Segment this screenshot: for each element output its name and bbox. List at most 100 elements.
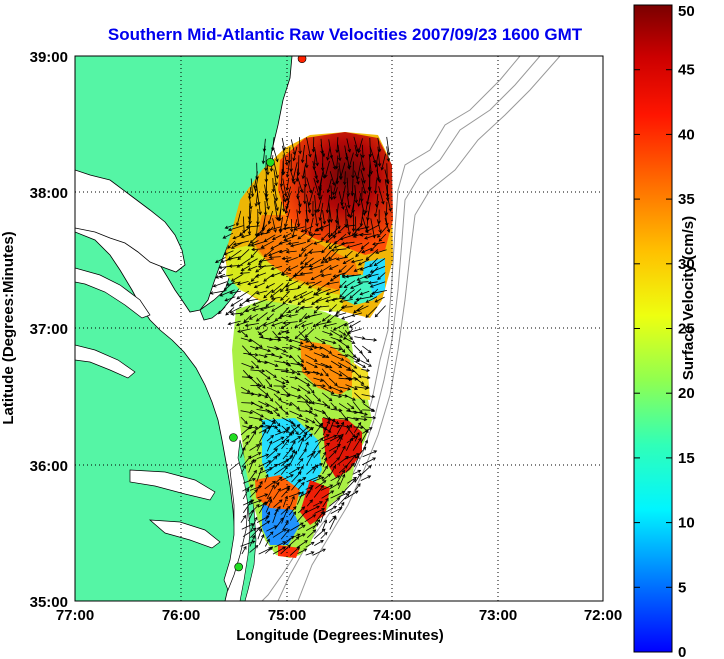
x-tick-label: 75:00 [268,607,306,624]
velocity-vector-head [349,295,354,299]
velocity-vector [265,379,273,388]
velocity-vector [272,546,286,555]
velocity-vector-head [378,229,382,234]
velocity-vector-head [359,223,364,227]
velocity-vector [358,259,370,266]
velocity-vector-head [272,480,276,485]
velocity-vector-head [351,340,356,344]
velocity-vector [233,234,244,239]
velocity-vector [358,193,362,207]
velocity-vector-head [343,284,348,288]
velocity-vector-head [292,440,296,445]
velocity-vector-head [353,268,358,272]
velocity-vector-head [317,475,322,479]
velocity-vector [321,520,327,531]
velocity-vector [249,444,260,451]
velocity-vector [230,298,244,307]
velocity-vector [274,465,288,475]
velocity-vector-head [318,217,323,221]
velocity-vector-head [316,505,320,509]
velocity-vector [258,336,273,341]
velocity-vector [330,402,337,410]
velocity-vector-head [220,259,225,264]
velocity-vector-head [247,455,252,460]
velocity-vector-head [377,163,382,167]
velocity-vector-head [256,221,260,226]
velocity-vector [297,506,305,514]
velocity-vector [312,393,321,402]
velocity-vector-head [258,259,263,263]
velocity-vector [286,186,291,201]
velocity-vector-head [333,405,337,410]
velocity-vector [330,491,345,499]
velocity-vector-head [251,247,255,252]
velocity-vector [225,307,235,316]
velocity-vector [346,410,358,414]
velocity-vector-head [314,292,319,296]
velocity-vector-head [327,219,331,224]
velocity-vector [271,282,284,293]
velocity-vector-head [286,393,291,398]
velocity-vector [250,249,259,258]
velocity-vector-head [242,446,246,451]
velocity-vector [339,299,353,303]
velocity-vector [225,224,236,229]
velocity-vector [357,273,371,281]
velocity-vector-head [328,245,333,250]
velocity-vector [312,464,318,474]
velocity-vector [312,501,323,507]
velocity-vector-head [290,421,295,425]
velocity-vector-head [311,343,315,348]
velocity-vector-head [365,299,370,303]
velocity-vector [338,265,347,273]
velocity-vector-head [285,429,289,433]
velocity-vector [305,209,309,223]
velocity-vector [298,410,312,413]
velocity-vector [322,401,331,409]
velocity-vector [280,393,290,397]
velocity-vector [237,281,249,285]
velocity-vector-head [288,277,292,282]
velocity-vector-head [245,441,249,445]
velocity-vector-head [296,372,301,376]
velocity-vector-head [291,178,295,183]
velocity-vector-head [342,332,347,336]
velocity-vector-head [340,501,345,506]
velocity-vector [356,226,370,231]
velocity-vector-head [261,385,266,389]
velocity-vector-head [243,545,247,550]
velocity-vector [306,499,313,507]
velocity-vector [223,232,234,239]
velocity-vector-head [266,206,270,211]
velocity-vector [329,264,339,270]
velocity-vector [320,532,328,539]
velocity-vector-head [245,308,249,313]
velocity-vector [305,417,315,424]
velocity-region-north-yellow [226,245,345,312]
colorbar-tick-label: 50 [678,3,695,20]
velocity-vector [330,330,343,338]
velocity-vector [374,258,386,266]
velocity-vector [290,386,301,391]
velocity-vector [338,377,352,380]
velocity-vector [386,201,388,216]
velocity-vector [273,393,282,401]
velocity-vector-head [277,217,281,222]
velocity-vector [288,440,296,452]
velocity-vector [236,210,242,226]
velocity-vector [375,249,387,254]
velocity-vector-head [282,321,287,325]
velocity-vector-head [354,386,358,391]
velocity-vector-head [365,229,369,233]
velocity-vector [336,209,340,229]
velocity-vector [366,248,379,260]
velocity-vector-head [340,433,344,438]
velocity-vector [271,321,283,327]
velocity-vector-head [291,449,295,454]
velocity-vector-head [335,149,339,154]
velocity-vector-head [313,358,318,362]
velocity-vector-head [258,528,263,533]
velocity-vector [353,410,368,416]
velocity-vector [288,298,300,303]
velocity-vector-head [295,536,300,540]
